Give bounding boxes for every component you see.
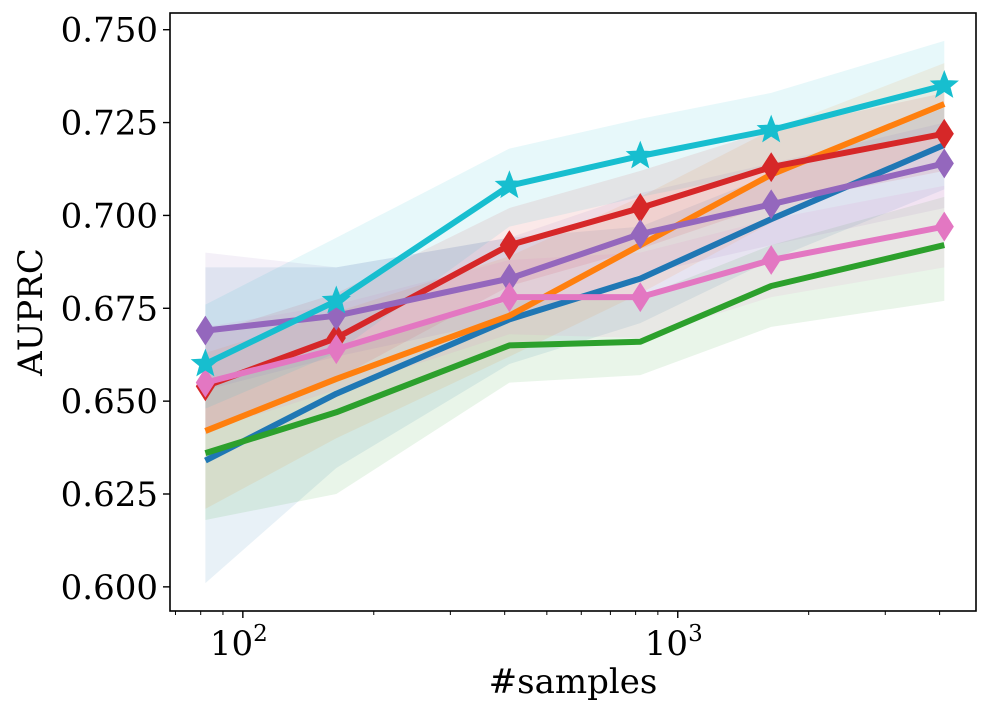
series-pink-marker xyxy=(499,282,519,313)
series-pink-marker xyxy=(195,367,215,398)
series-red-marker xyxy=(499,230,519,261)
series-pink-marker xyxy=(761,245,781,275)
series-cyan-marker xyxy=(321,285,351,314)
y-tick-label: 0.700 xyxy=(61,196,158,236)
y-tick-label: 0.675 xyxy=(61,289,158,329)
series-cyan-line xyxy=(204,82,946,367)
series-purple-marker xyxy=(934,148,954,179)
series-purple-marker xyxy=(761,189,781,220)
y-tick-label: 0.625 xyxy=(61,475,158,515)
series-cyan-marker xyxy=(494,170,525,199)
x-axis: 102 103 xyxy=(174,611,941,664)
x-axis-title: #samples xyxy=(489,662,658,702)
series-cyan-marker xyxy=(190,348,221,377)
series-cyan-marker xyxy=(929,70,959,98)
series-pink-marker xyxy=(934,211,954,242)
series-cyan-marker xyxy=(625,140,655,169)
x-tick-label: 102 xyxy=(210,621,268,664)
y-tick-label: 0.750 xyxy=(61,11,158,51)
series-pink-marker xyxy=(630,282,650,313)
x-tick-label: 103 xyxy=(645,621,703,664)
series-green-band xyxy=(205,196,945,520)
y-axis-title: AUPRC xyxy=(11,248,51,377)
y-tick-label: 0.725 xyxy=(61,104,158,144)
series-lines xyxy=(204,82,946,464)
series-cyan-marker xyxy=(756,114,786,143)
series-red-line xyxy=(204,130,945,390)
y-axis: 0.600 0.625 0.650 0.675 0.700 0.725 0.750 xyxy=(61,11,170,608)
series-red-marker xyxy=(934,118,954,149)
series-pink-line xyxy=(204,223,945,386)
plot-area-frame xyxy=(169,12,977,612)
series-green-line xyxy=(204,242,945,456)
series-purple-line xyxy=(205,160,945,334)
series-orange-band xyxy=(205,63,945,509)
y-tick-label: 0.650 xyxy=(61,382,158,422)
series-purple-marker xyxy=(630,219,650,249)
y-tick-label: 0.600 xyxy=(61,568,158,608)
series-red-marker xyxy=(761,152,781,183)
series-markers xyxy=(190,70,959,402)
series-purple-marker xyxy=(195,315,215,346)
series-pink-marker xyxy=(326,334,346,365)
